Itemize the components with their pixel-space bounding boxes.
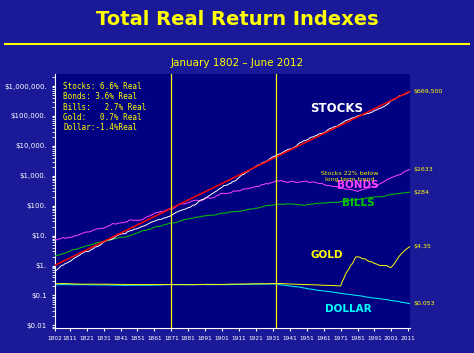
Text: January 1802 – June 2012: January 1802 – June 2012 xyxy=(171,58,303,68)
Text: $0.053: $0.053 xyxy=(413,301,435,306)
Text: $1633: $1633 xyxy=(413,167,433,172)
Text: $4.35: $4.35 xyxy=(413,244,431,249)
Text: BONDS: BONDS xyxy=(337,180,379,190)
Text: GOLD: GOLD xyxy=(310,250,343,260)
Text: Stocks: 6.6% Real
Bonds: 3.6% Real
Bills:   2.7% Real
Gold:   0.7% Real
Dollar:-: Stocks: 6.6% Real Bonds: 3.6% Real Bills… xyxy=(64,82,146,132)
Text: BILLS: BILLS xyxy=(342,198,375,208)
Text: Total Real Return Indexes: Total Real Return Indexes xyxy=(96,10,378,29)
Text: Stocks 22% below
long term trend: Stocks 22% below long term trend xyxy=(321,171,378,181)
Text: $669,500: $669,500 xyxy=(413,89,442,94)
Text: $284: $284 xyxy=(413,190,429,195)
Text: DOLLAR: DOLLAR xyxy=(325,304,372,314)
Text: STOCKS: STOCKS xyxy=(310,102,363,115)
